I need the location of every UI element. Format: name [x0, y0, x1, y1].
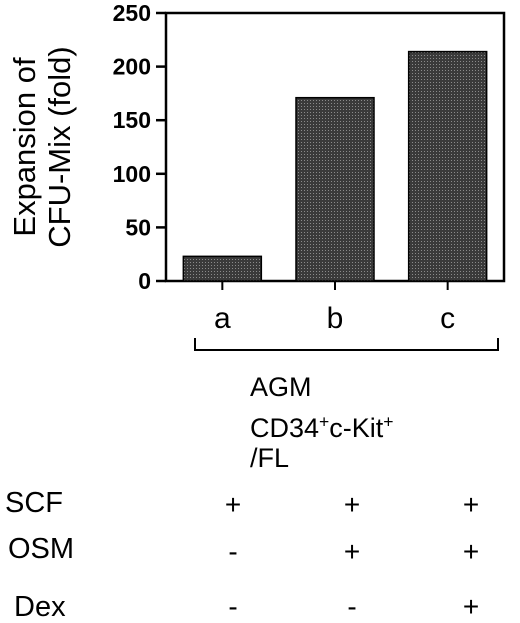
bars-group [182, 50, 488, 282]
y-axis-label-line1: Expansion of [7, 57, 42, 237]
mark-dex-c: + [462, 591, 480, 622]
y-tick-label-150: 150 [113, 107, 151, 133]
x-axis-categories: a b c [214, 281, 455, 335]
mark-osm-a: - [228, 536, 238, 567]
agm-label: AGM [250, 372, 312, 402]
cd34-ckit-label: CD34+c-Kit+ [250, 411, 394, 443]
category-bracket [194, 338, 499, 351]
category-label-a: a [214, 302, 231, 335]
factor-label-scf: SCF [5, 487, 63, 519]
mark-scf-a: + [224, 489, 242, 520]
mark-dex-b: - [347, 591, 357, 622]
category-label-b: b [327, 302, 344, 335]
category-label-c: c [440, 302, 455, 335]
bar-b [295, 96, 375, 282]
cell-source-label: AGM CD34+c-Kit+ /FL [250, 372, 394, 473]
y-axis-label-line2: CFU-Mix (fold) [42, 46, 77, 248]
y-tick-label-0: 0 [138, 268, 151, 294]
y-tick-label-100: 100 [113, 161, 151, 187]
bar-a [182, 255, 263, 282]
mark-osm-b: + [343, 536, 361, 567]
y-tick-label-250: 250 [113, 0, 151, 26]
y-tick-label-200: 200 [113, 54, 151, 80]
fl-label: /FL [250, 443, 290, 473]
mark-scf-c: + [462, 489, 480, 520]
mark-scf-b: + [343, 489, 361, 520]
mark-osm-c: + [462, 536, 480, 567]
mark-dex-a: - [228, 591, 238, 622]
bar-c [407, 50, 488, 282]
factor-label-osm: OSM [8, 533, 75, 565]
y-axis-ticks: 0 50 100 150 200 250 [113, 0, 166, 294]
factor-label-dex: Dex [14, 591, 66, 623]
y-tick-label-50: 50 [125, 214, 151, 240]
